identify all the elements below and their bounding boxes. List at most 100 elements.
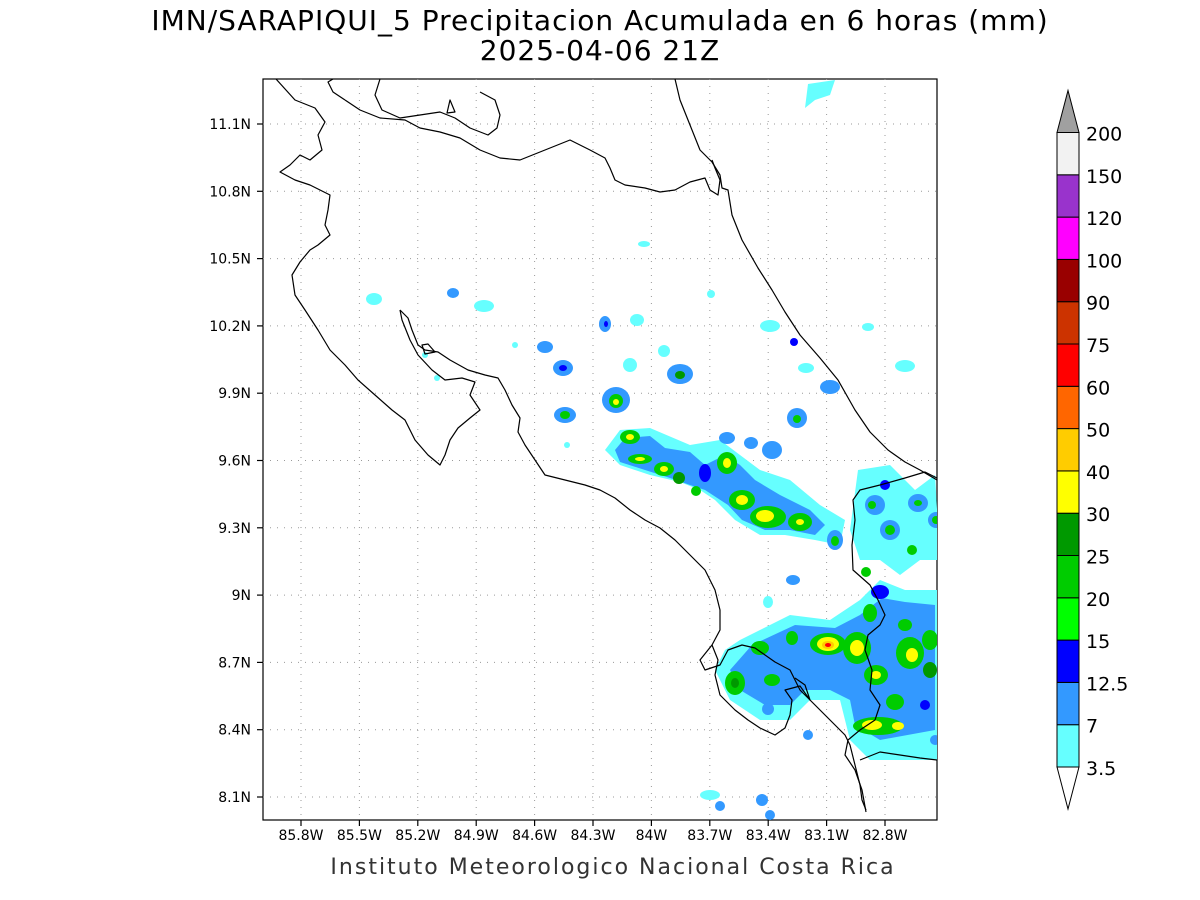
rain-cell (922, 630, 937, 650)
lake-shore (374, 79, 501, 136)
legend-label: 40 (1086, 462, 1110, 484)
rain-cell (434, 375, 440, 381)
lat-tick-label: 9.6N (218, 454, 251, 470)
rain-cell (790, 338, 798, 346)
lat-tick-label: 9.3N (218, 521, 251, 537)
legend-swatch (1056, 597, 1080, 641)
rain-cell (736, 495, 748, 505)
rain-cell (658, 345, 670, 357)
rain-cell (756, 794, 768, 806)
rain-cell (673, 472, 685, 484)
rain-cell (885, 525, 895, 535)
rain-cell (850, 640, 864, 656)
lat-tick-label: 8.7N (218, 655, 251, 671)
coastlines (275, 79, 937, 813)
legend-label: 200 (1086, 124, 1122, 146)
valid-time: 2025-04-06 21Z (479, 34, 721, 67)
osa-peninsula (711, 644, 811, 736)
legend-swatch (1056, 681, 1080, 726)
legend-label: 60 (1086, 377, 1110, 399)
legend-swatch (1056, 301, 1080, 345)
latitude-axis: 11.1N 10.8N 10.5N 10.2N 9.9N 9.6N 9.3N 9N 8.7N 8.… (209, 117, 263, 806)
rain-cell (907, 545, 917, 555)
rain-cell (447, 288, 459, 298)
legend-label: 150 (1086, 166, 1122, 188)
rain-cell (691, 486, 701, 496)
color-legend: 3.5 7 12.5 15 20 25 30 40 50 60 75 90 100 120 150 200 (1056, 88, 1128, 811)
legend-label: 7 (1086, 716, 1098, 738)
nicaragua-east (327, 79, 346, 101)
rain-cell (831, 536, 839, 546)
legend-swatch (1056, 385, 1080, 430)
rain-cell (760, 320, 780, 332)
lat-tick-label: 10.5N (209, 252, 251, 268)
rain-cell (862, 720, 882, 730)
lat-tick-label: 9.9N (218, 386, 251, 402)
rain-cell (537, 341, 553, 353)
rain-cell (635, 457, 645, 461)
rain-cell (930, 735, 937, 745)
lon-tick-label: 83.1W (804, 828, 849, 844)
legend-label: 15 (1086, 631, 1110, 653)
panama-border (844, 471, 937, 813)
legend-swatch (1056, 174, 1080, 218)
legend-label: 100 (1086, 250, 1122, 272)
rain-cell (868, 501, 876, 509)
legend-top-triangle (1056, 88, 1080, 133)
rain-cell (512, 342, 518, 348)
legend-label: 3.5 (1086, 758, 1116, 780)
small-island (421, 343, 436, 355)
lon-tick-label: 85.8W (278, 828, 323, 844)
lon-tick-label: 84W (636, 828, 668, 844)
panama-coast (859, 751, 937, 761)
rain-cell (762, 441, 782, 459)
lon-tick-label: 83.4W (746, 828, 791, 844)
legend-swatch (1056, 258, 1080, 303)
lon-tick-label: 84.6W (512, 828, 557, 844)
legend-label: 90 (1086, 293, 1110, 315)
rain-cell (630, 314, 644, 326)
legend-swatch (1056, 216, 1080, 260)
rain-cell (886, 694, 904, 710)
rain-cell (796, 519, 804, 525)
rain-cell (764, 674, 780, 686)
rain-band (850, 465, 937, 575)
lat-tick-label: 10.8N (209, 184, 251, 200)
lake-nicaragua (344, 99, 721, 196)
legend-label: 20 (1086, 589, 1110, 611)
rain-cell (707, 290, 715, 298)
rain-cell (623, 358, 637, 372)
lon-tick-label: 84.3W (570, 828, 615, 844)
rain-cell (675, 371, 685, 379)
lon-tick-label: 85.2W (395, 828, 440, 844)
rain-cell (906, 648, 918, 662)
rain-cell (751, 641, 769, 655)
legend-label: 120 (1086, 208, 1122, 230)
rain-cell (895, 360, 915, 372)
rain-cell (744, 437, 758, 449)
rain-cell (564, 442, 570, 448)
rain-cell (715, 801, 725, 811)
legend-swatch (1056, 512, 1080, 557)
rain-cell (862, 323, 874, 331)
lon-tick-label: 84.9W (454, 828, 499, 844)
map-title: IMN/SARAPIQUI_5 Precipitacion Acumulada … (151, 4, 1049, 37)
rain-cell (820, 380, 840, 394)
rain-cell (763, 596, 773, 608)
lat-tick-label: 10.2N (209, 319, 251, 335)
lat-tick-label: 8.4N (218, 723, 251, 739)
rain-cell (560, 411, 570, 419)
rain-cell (798, 363, 814, 373)
rain-cell (699, 464, 711, 482)
rain-cell (803, 730, 813, 740)
lon-tick-label: 83.7W (687, 828, 732, 844)
legend-swatch (1056, 343, 1080, 387)
lat-tick-label: 8.1N (218, 790, 251, 806)
rain-cell (638, 241, 650, 247)
lat-tick-label: 11.1N (209, 117, 251, 133)
rain-cell (474, 300, 494, 312)
precipitation-field (366, 80, 937, 820)
lon-tick-label: 82.8W (862, 828, 907, 844)
legend-label: 12.5 (1086, 673, 1128, 695)
longitude-axis: 85.8W 85.5W 85.2W 84.9W 84.6W 84.3W 84W 83.7W 83… (278, 820, 908, 844)
